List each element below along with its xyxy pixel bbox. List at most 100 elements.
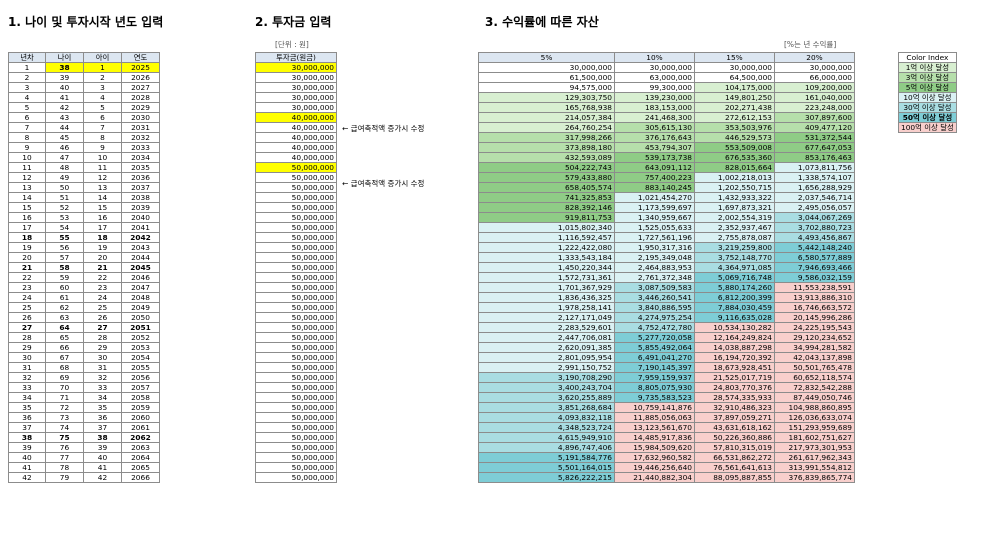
return-r20-cell: 7,946,693,466 (774, 262, 855, 273)
table-row: 50,000,000 (255, 312, 337, 323)
return-r20-cell: 5,442,148,240 (774, 242, 855, 253)
return-r15-cell: 12,164,249,824 (694, 332, 775, 343)
year-count-cell: 4 (8, 92, 46, 103)
age-cell: 77 (45, 452, 84, 463)
year-cell: 2051 (121, 322, 160, 333)
legend-row: 100억 이상 달성 (898, 122, 957, 133)
return-r10-cell: 1,340,959,667 (614, 212, 695, 223)
return-r5-cell: 264,760,254 (478, 122, 615, 133)
return-r20-cell: 409,477,120 (774, 122, 855, 133)
return-r15-cell: 676,535,360 (694, 152, 775, 163)
investment-cell: 30,000,000 (255, 82, 337, 93)
table-row: 1,222,422,080 1,950,317,316 3,219,259,800 5… (478, 242, 855, 253)
year-cell: 2047 (121, 282, 160, 293)
table-row: 1,836,436,325 3,446,260,541 6,812,200,399 1… (478, 292, 855, 303)
table-row: 42 79 42 2066 (8, 472, 160, 483)
return-r20-cell: 3,044,067,269 (774, 212, 855, 223)
table-row: 50,000,000 (255, 202, 337, 213)
table-row: 3,400,243,704 8,805,075,930 24,803,770,376… (478, 382, 855, 393)
header-10pct: 10% (614, 52, 695, 63)
return-r20-cell: 13,913,886,310 (774, 292, 855, 303)
return-r5-cell: 4,348,523,724 (478, 422, 615, 433)
investment-cell: 40,000,000 (255, 122, 337, 133)
age-cell: 61 (45, 292, 84, 303)
table-row: 3 40 3 2027 (8, 82, 160, 93)
year-count-cell: 20 (8, 252, 46, 263)
return-r15-cell: 4,364,971,085 (694, 262, 775, 273)
year-cell: 2059 (121, 402, 160, 413)
age-cell: 57 (45, 252, 84, 263)
return-r10-cell: 2,195,349,048 (614, 252, 695, 263)
table-row: 2,447,706,081 5,277,720,058 12,164,249,824… (478, 332, 855, 343)
table-row: 1,701,367,929 3,087,509,583 5,880,174,260 1… (478, 282, 855, 293)
table-row: 17 54 17 2041 (8, 222, 160, 233)
legend-item: 30억 이상 달성 (898, 102, 957, 113)
table-row: 40,000,000 (255, 142, 337, 153)
table-row: 13 50 13 2037 (8, 182, 160, 193)
year-cell: 2053 (121, 342, 160, 353)
header-5pct: 5% (478, 52, 615, 63)
table-row: 50,000,000 (255, 352, 337, 363)
table-row: 50,000,000 (255, 452, 337, 463)
kid-cell: 38 (83, 432, 122, 443)
table-row: 15 52 15 2039 (8, 202, 160, 213)
kid-cell: 32 (83, 372, 122, 383)
return-r20-cell: 217,973,301,953 (774, 442, 855, 453)
age-year-table: 년차 나이 아이 연도 1 38 1 2025 2 39 2 2026 3 40 3 2027 4 41 4… (8, 52, 160, 483)
investment-cell: 50,000,000 (255, 312, 337, 323)
table-row: 21 58 21 2045 (8, 262, 160, 273)
kid-cell: 20 (83, 252, 122, 263)
year-cell: 2046 (121, 272, 160, 283)
return-r10-cell: 6,491,041,270 (614, 352, 695, 363)
return-r10-cell: 643,091,112 (614, 162, 695, 173)
kid-cell: 11 (83, 162, 122, 173)
year-cell: 2031 (121, 122, 160, 133)
return-r5-cell: 1,450,220,344 (478, 262, 615, 273)
table-row: 30,000,000 (255, 92, 337, 103)
year-count-cell: 13 (8, 182, 46, 193)
table-row: 26 63 26 2050 (8, 312, 160, 323)
table-row: 1,333,543,184 2,195,349,048 3,752,148,770 6… (478, 252, 855, 263)
return-r15-cell: 5,069,716,748 (694, 272, 775, 283)
kid-cell: 24 (83, 292, 122, 303)
age-cell: 68 (45, 362, 84, 373)
investment-cell: 50,000,000 (255, 402, 337, 413)
table-row: 8 45 8 2032 (8, 132, 160, 143)
return-r10-cell: 5,855,492,064 (614, 342, 695, 353)
age-cell: 45 (45, 132, 84, 143)
return-r10-cell: 1,173,599,697 (614, 202, 695, 213)
table-row: 6 43 6 2030 (8, 112, 160, 123)
age-cell: 40 (45, 82, 84, 93)
kid-cell: 37 (83, 422, 122, 433)
return-r10-cell: 1,525,055,633 (614, 222, 695, 233)
kid-cell: 25 (83, 302, 122, 313)
kid-cell: 34 (83, 392, 122, 403)
investment-cell: 50,000,000 (255, 352, 337, 363)
age-cell: 48 (45, 162, 84, 173)
return-r15-cell: 16,194,720,392 (694, 352, 775, 363)
table-row: 50,000,000 (255, 392, 337, 403)
return-r20-cell: 24,225,195,543 (774, 322, 855, 333)
table-row: 2,991,150,752 7,190,145,397 18,673,928,451… (478, 362, 855, 373)
section2-title: 2. 투자금 입력 (255, 15, 332, 29)
kid-cell: 26 (83, 312, 122, 323)
age-cell: 59 (45, 272, 84, 283)
table-row: 20 57 20 2044 (8, 252, 160, 263)
header-20pct: 20% (774, 52, 855, 63)
age-cell: 74 (45, 422, 84, 433)
age-cell: 50 (45, 182, 84, 193)
kid-cell: 29 (83, 342, 122, 353)
return-r15-cell: 272,612,153 (694, 112, 775, 123)
return-r5-cell: 658,405,574 (478, 182, 615, 193)
table-row: 36 73 36 2060 (8, 412, 160, 423)
year-count-cell: 30 (8, 352, 46, 363)
age-cell: 49 (45, 172, 84, 183)
age-cell: 55 (45, 232, 84, 243)
table-row: 3,620,255,889 9,735,583,523 28,574,335,933… (478, 392, 855, 403)
return-r15-cell: 7,884,030,459 (694, 302, 775, 313)
table-row: 50,000,000 (255, 252, 337, 263)
return-r20-cell: 1,338,574,107 (774, 172, 855, 183)
year-cell: 2029 (121, 102, 160, 113)
investment-cell: 50,000,000 (255, 422, 337, 433)
year-count-cell: 21 (8, 262, 46, 273)
